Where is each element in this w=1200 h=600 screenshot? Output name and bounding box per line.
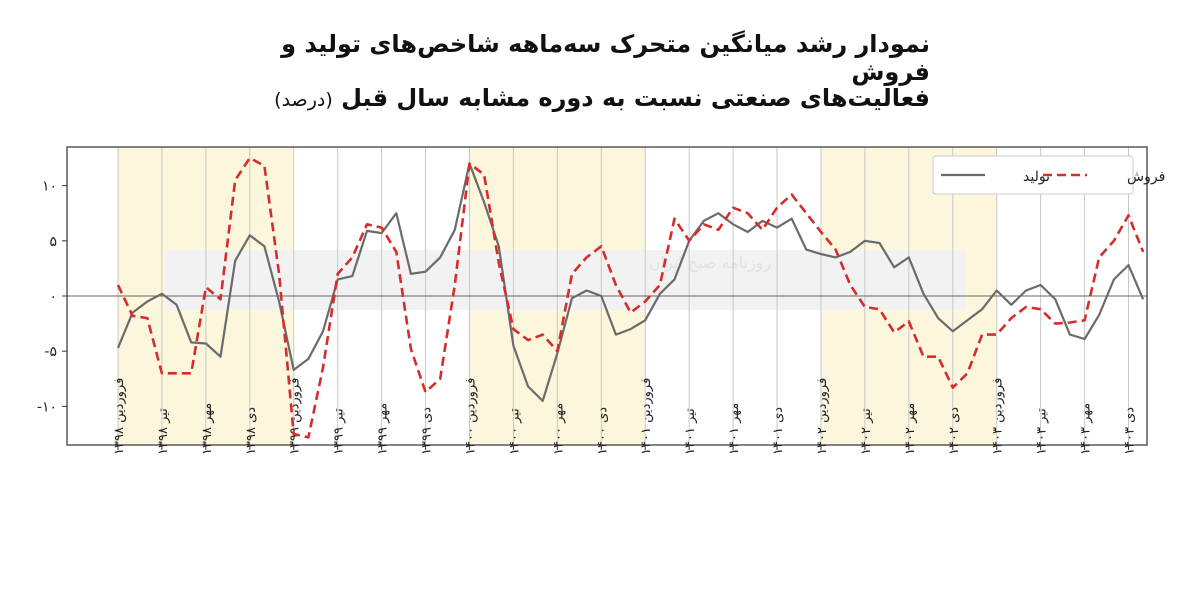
- chart-title-main: فعالیت‌های صنعتی نسبت به دوره مشابه سال …: [341, 84, 930, 112]
- chart-title-line-2: فعالیت‌های صنعتی نسبت به دوره مشابه سال …: [230, 84, 930, 112]
- x-tick-label: تیر ۱۴۰۲: [859, 408, 874, 455]
- x-tick-label: فروردین ۱۴۰۱: [639, 378, 654, 455]
- x-tick-label: دی ۱۴۰۰: [595, 407, 610, 455]
- series-line-sales: [116, 156, 1145, 439]
- series-line-production: [116, 162, 1145, 402]
- chart-title-unit: (درصد): [274, 89, 333, 111]
- x-tick-label: تیر ۱۳۹۹: [332, 408, 347, 455]
- legend-label-sales: فروش: [1127, 169, 1165, 185]
- y-axis: -۱۰ -۵ ۰ ۵ ۱۰: [37, 179, 67, 415]
- y-tick-label: ۱۰: [42, 179, 57, 195]
- y-tick-label: -۵: [44, 344, 57, 360]
- x-tick-label: دی ۱۴۰۳: [1123, 407, 1138, 455]
- x-tick-label: مهر ۱۴۰۰: [551, 403, 566, 455]
- x-tick-label: دی ۱۳۹۸: [244, 407, 259, 455]
- watermark-text: روزنامه صبح ایران: [649, 253, 772, 273]
- legend-label-production: تولید: [1023, 169, 1050, 185]
- x-tick-label: تیر ۱۴۰۰: [507, 408, 522, 455]
- x-tick-label: تیر ۱۳۹۸: [156, 408, 171, 455]
- x-tick-label: فروردین ۱۳۹۹: [288, 378, 303, 455]
- legend-box: [932, 155, 1134, 195]
- x-tick-label: دی ۱۴۰۲: [947, 407, 962, 455]
- x-tick-label: دی ۱۳۹۹: [420, 407, 435, 455]
- x-tick-label: فروردین ۱۴۰۲: [815, 378, 830, 455]
- watermark-band: [165, 250, 965, 310]
- x-tick-label: مهر ۱۴۰۳: [1079, 403, 1094, 455]
- y-tick-label: -۱۰: [37, 399, 57, 415]
- y-tick-label: ۵: [49, 234, 57, 250]
- x-tick-label: مهر ۱۳۹۸: [200, 403, 215, 455]
- x-tick-label: تیر ۱۴۰۱: [683, 408, 698, 455]
- y-tick-label: ۰: [49, 289, 57, 305]
- x-tick-label: مهر ۱۴۰۱: [727, 403, 742, 455]
- x-tick-label: فروردین ۱۴۰۳: [991, 378, 1006, 455]
- x-tick-label: تیر ۱۴۰۳: [1035, 408, 1050, 455]
- x-tick-label: مهر ۱۴۰۲: [903, 403, 918, 455]
- x-tick-label: فروردین ۱۴۰۰: [463, 378, 478, 455]
- legend: تولید فروش: [932, 155, 1165, 195]
- plot-frame: [66, 146, 1148, 446]
- x-tick-label: دی ۱۴۰۱: [771, 407, 786, 455]
- x-tick-label: فروردین ۱۳۹۸: [112, 378, 127, 455]
- x-tick-label: مهر ۱۳۹۹: [376, 403, 391, 455]
- chart-title-line-1: نمودار رشد میانگین متحرک سه‌ماهه شاخص‌ها…: [281, 30, 930, 86]
